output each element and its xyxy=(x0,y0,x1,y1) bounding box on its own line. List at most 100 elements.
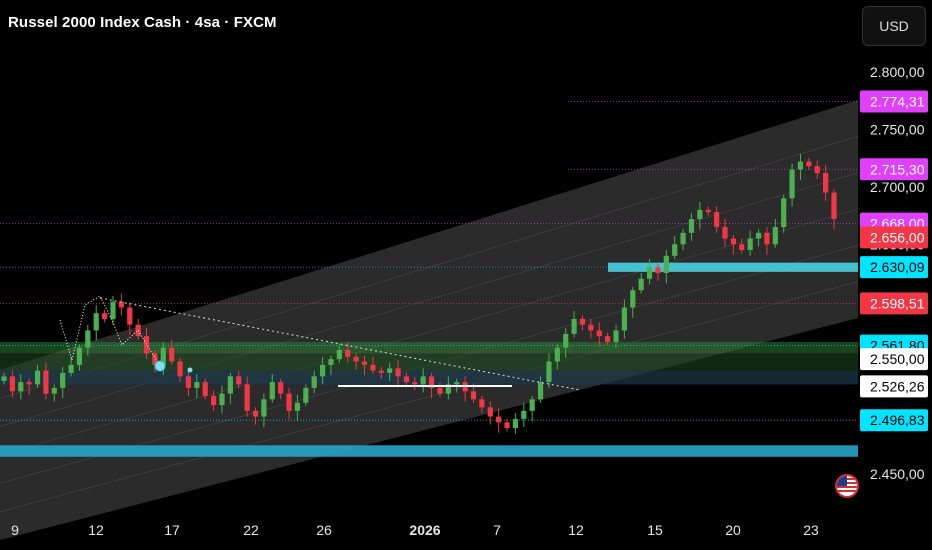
candle-body xyxy=(688,219,695,233)
candle-body xyxy=(680,232,686,245)
drawing-layer xyxy=(59,295,581,391)
candle-body xyxy=(345,349,351,357)
marker-point xyxy=(154,360,166,372)
price-badge-label: 2.526,26 xyxy=(870,378,925,394)
candle-body xyxy=(303,387,309,403)
candle-body xyxy=(353,356,359,362)
price-badge xyxy=(860,90,928,113)
candle-body xyxy=(823,173,829,193)
price-badge xyxy=(860,409,928,432)
candle-body xyxy=(722,227,728,239)
chart-title: Russel 2000 Index Cash · 4sa · FXCM xyxy=(8,14,277,31)
candle-body xyxy=(445,384,451,394)
candle-body xyxy=(789,169,795,199)
candle-body xyxy=(185,376,192,388)
candle-body xyxy=(194,382,200,388)
candle-body xyxy=(579,318,586,325)
candle-body xyxy=(319,364,326,377)
candle-body xyxy=(504,422,510,429)
x-tick-label: 12 xyxy=(568,522,584,538)
candle-body xyxy=(705,209,711,213)
price-axis: 2.800,002.750,002.700,002.650,002.600,00… xyxy=(860,64,928,482)
candle-body xyxy=(605,336,611,342)
candle-body xyxy=(328,359,334,365)
candle-body xyxy=(68,364,74,373)
candle-body xyxy=(496,416,502,423)
candle-body xyxy=(269,382,275,400)
zone-cyan-lower xyxy=(0,445,858,457)
candle-body xyxy=(420,376,426,385)
candle-body xyxy=(512,418,519,429)
zone-green-dark xyxy=(0,353,858,371)
candle-body xyxy=(806,161,812,167)
candle-body xyxy=(85,330,91,348)
price-badge-label: 2.630,09 xyxy=(870,259,925,275)
candle-body xyxy=(135,324,141,337)
candle-body xyxy=(588,324,594,331)
price-badge xyxy=(860,256,928,279)
zone-green-band xyxy=(0,341,858,354)
candle-body xyxy=(831,192,837,220)
x-tick-label: 17 xyxy=(164,522,180,538)
x-tick-label: 7 xyxy=(493,522,501,538)
candle-body xyxy=(621,307,628,331)
x-tick-label: 9 xyxy=(11,522,19,538)
price-badge xyxy=(860,158,928,181)
y-tick-label: 2.700,00 xyxy=(870,179,925,195)
candle-body xyxy=(663,255,669,273)
candle-body xyxy=(152,353,158,365)
candle-body xyxy=(764,232,770,245)
price-badge-label: 2.598,51 xyxy=(870,295,925,311)
candle-body xyxy=(76,347,83,365)
candle-body xyxy=(278,382,284,394)
candle-body xyxy=(51,387,57,394)
candle-body xyxy=(428,376,435,388)
candle-body xyxy=(387,368,393,373)
candle-body xyxy=(9,376,15,392)
x-tick-label: 20 xyxy=(725,522,741,538)
x-tick-label: 12 xyxy=(88,522,104,538)
regression-channel xyxy=(0,100,858,540)
pattern-line xyxy=(59,295,163,369)
candle-body xyxy=(571,318,577,334)
candle-body xyxy=(646,267,653,279)
candle-body xyxy=(470,391,477,400)
x-tick-label: 26 xyxy=(316,522,332,538)
candle-body xyxy=(739,244,745,251)
currency-button[interactable]: USD xyxy=(862,6,926,46)
channel-grid-line xyxy=(0,208,859,456)
candle-body xyxy=(395,368,401,377)
candle-body xyxy=(596,330,602,337)
marker-dot xyxy=(187,367,193,373)
price-badge xyxy=(860,292,928,315)
candle-body xyxy=(202,382,208,396)
candle-body xyxy=(672,244,678,256)
us-flag-icon[interactable] xyxy=(835,474,859,498)
candle-body xyxy=(311,376,317,388)
candle-body xyxy=(403,376,410,383)
candle-body xyxy=(294,402,301,411)
price-badge xyxy=(860,348,928,371)
x-tick-label: 15 xyxy=(647,522,663,538)
zone-layer xyxy=(0,101,858,457)
candle-body xyxy=(18,382,24,392)
candle-body xyxy=(43,370,49,394)
price-badge-label: 2.656,00 xyxy=(870,229,925,245)
candle-body xyxy=(34,370,41,385)
candle-body xyxy=(210,395,217,406)
candle-body xyxy=(361,361,368,365)
candle-body xyxy=(630,290,636,308)
candle-body xyxy=(118,301,124,308)
candle-body xyxy=(487,407,493,417)
candle-body xyxy=(563,333,569,348)
candle-body xyxy=(521,410,527,419)
candle-body xyxy=(529,399,535,411)
candle-body xyxy=(697,209,703,220)
candle-body xyxy=(143,336,150,354)
price-badge xyxy=(860,226,928,249)
candle-body xyxy=(160,347,166,365)
candle-layer xyxy=(1,153,837,434)
x-tick-label: 22 xyxy=(243,522,259,538)
x-tick-label: 2026 xyxy=(409,522,440,538)
